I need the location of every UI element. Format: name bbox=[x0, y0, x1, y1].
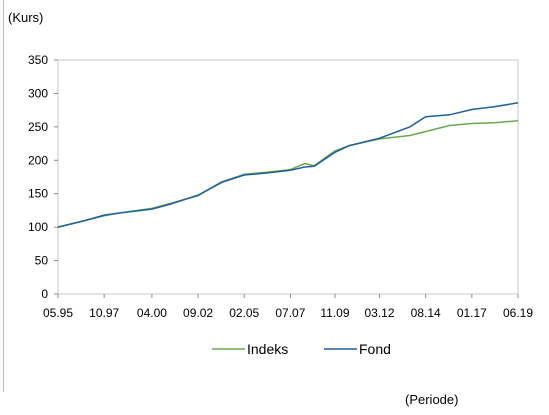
x-tick-label: 02.05 bbox=[229, 306, 259, 320]
y-tick-label: 150 bbox=[28, 187, 48, 201]
y-tick-label: 350 bbox=[28, 53, 48, 67]
x-tick-label: 03.12 bbox=[365, 306, 395, 320]
x-tick-label: 05.95 bbox=[43, 306, 73, 320]
series-line-fond bbox=[57, 102, 519, 228]
legend-label-fond: Fond bbox=[359, 341, 391, 357]
x-axis-label: (Periode) bbox=[405, 392, 458, 407]
x-tick-label: 08.14 bbox=[411, 306, 441, 320]
legend-label-indeks: Indeks bbox=[247, 341, 288, 357]
series-group bbox=[57, 102, 519, 228]
plot-area bbox=[57, 59, 519, 295]
y-tick-label: 200 bbox=[28, 153, 48, 167]
x-tick-label: 06.19 bbox=[503, 306, 533, 320]
x-tick-label: 04.00 bbox=[137, 306, 167, 320]
x-axis: 05.95 10.97 04.00 09.02 02.05 07.07 11.09 03.12… bbox=[43, 294, 533, 320]
x-tick-label: 10.97 bbox=[89, 306, 119, 320]
x-tick-label: 01.17 bbox=[457, 306, 487, 320]
x-tick-label: 09.02 bbox=[183, 306, 213, 320]
y-tick-label: 50 bbox=[35, 254, 49, 268]
x-tick-label: 07.07 bbox=[275, 306, 305, 320]
y-axis-label: (Kurs) bbox=[8, 10, 43, 25]
y-tick-label: 100 bbox=[28, 220, 48, 234]
series-line-indeks bbox=[57, 120, 519, 228]
y-axis: 0 50 100 150 200 250 300 350 bbox=[28, 53, 58, 301]
y-tick-label: 250 bbox=[28, 120, 48, 134]
legend: Indeks Fond bbox=[212, 341, 391, 357]
y-tick-label: 0 bbox=[41, 287, 48, 301]
x-tick-label: 11.09 bbox=[320, 306, 349, 320]
frame-left-border bbox=[3, 0, 4, 392]
y-tick-label: 300 bbox=[28, 86, 48, 100]
